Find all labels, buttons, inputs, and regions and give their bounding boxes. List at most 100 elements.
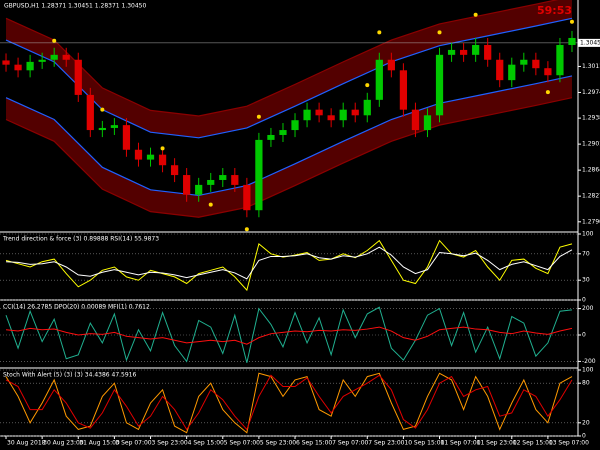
y-tick-label: 0 (582, 332, 586, 339)
signal-dot (208, 202, 213, 207)
band-line (5, 75, 573, 197)
candle-body (110, 125, 119, 128)
candle-body (231, 175, 239, 185)
signal-dot (377, 30, 382, 35)
band-fill (6, 0, 572, 138)
symbol-header: GBPUSD,H1 1.28371 1.30451 1.28371 1.3045… (4, 3, 146, 10)
candle-body (267, 134, 275, 140)
x-tick-label: 5 Sep 07:00 (224, 440, 260, 447)
candle-body (219, 175, 227, 180)
current-price-box (578, 38, 600, 47)
y-tick-label: 1.30115 (582, 63, 600, 70)
x-tick-label: 13 Sep 07:00 (549, 440, 589, 447)
y-tick-label: 0 (582, 297, 586, 304)
x-tick-label: 3 Sep 23:00 (152, 440, 188, 447)
candle-body (279, 130, 287, 135)
y-tick-label: 1.27905 (582, 218, 600, 225)
candle-body (496, 59, 504, 81)
signal-dot (256, 114, 261, 119)
candle-body (303, 109, 311, 121)
candle-body (520, 59, 528, 65)
indicator-line (5, 246, 573, 280)
candle-body (351, 109, 359, 116)
candle-body (339, 109, 347, 121)
candle-body (62, 54, 70, 60)
y-tick-label: 100 (582, 231, 594, 238)
bar-timer: 59:53 (537, 4, 572, 17)
panel: 0 30 70 100 Trend direction & force (3) 0.89… (0, 231, 594, 304)
x-tick-label: 5 Sep 23:00 (260, 440, 296, 447)
candle-body (387, 59, 395, 71)
y-tick-label: 1.29010 (582, 141, 600, 148)
indicator-line (5, 372, 573, 434)
panel-title: Stoch With Alert (5) (3) (3) 34.4386 47.… (3, 372, 136, 379)
candle-body (291, 120, 299, 131)
y-tick-label: 30 (582, 277, 590, 284)
x-tick-label: 11 Sep 23:00 (477, 440, 517, 447)
signal-dot (473, 12, 478, 17)
y-tick-label: 1.28640 (582, 167, 600, 174)
x-tick-label: 3 Sep 07:00 (115, 440, 151, 447)
candle-body (86, 94, 94, 131)
x-tick-label: 12 Sep 15:00 (513, 440, 553, 447)
indicator-line (5, 326, 573, 345)
signal-dot (52, 38, 57, 43)
x-tick-label: 7 Sep 07:00 (332, 440, 368, 447)
candle-body (423, 115, 432, 131)
band-line (5, 97, 573, 218)
candle-body (98, 127, 106, 131)
x-tick-label: 7 Sep 23:00 (368, 440, 404, 447)
x-tick-label: 4 Sep 15:00 (188, 440, 224, 447)
candle-body (508, 64, 516, 81)
band-fill (6, 75, 572, 218)
current-price-label: 1.30450 (580, 39, 600, 46)
candle-body (411, 109, 420, 131)
x-tick-label: 30 Aug 23:00 (43, 440, 84, 447)
y-tick-label: 1.29745 (582, 89, 600, 96)
y-tick-label: 20 (582, 419, 590, 426)
candle-body (26, 61, 34, 71)
x-tick-label: 31 Aug 15:00 (79, 440, 120, 447)
candle-body (447, 49, 456, 55)
candle-body (255, 139, 263, 211)
x-tick-label: 6 Sep 15:00 (296, 440, 332, 447)
candle-body (435, 54, 444, 116)
candle-body (327, 115, 335, 121)
indicator-line (5, 374, 573, 431)
signal-dot (160, 146, 165, 151)
panel: -200 0 200 CCI(14) 26.2785 DPO(20) 0.00089 … (0, 304, 596, 369)
candle-body (146, 154, 155, 160)
candle-body (134, 149, 143, 160)
x-tick-label: 11 Sep 07:00 (441, 440, 481, 447)
y-tick-label: 0 (582, 433, 586, 440)
candle-body (399, 70, 408, 110)
candle-body (532, 59, 540, 69)
candle-body (2, 60, 10, 65)
candle-body (315, 109, 323, 116)
band-line (5, 0, 559, 117)
candle-body (38, 59, 46, 62)
y-tick-label: -200 (582, 358, 596, 365)
candle-body (243, 184, 251, 211)
signal-dot (365, 83, 370, 88)
candle-body (207, 179, 215, 185)
y-tick-label: 1.28270 (582, 193, 600, 200)
panel-title: CCI(14) 26.2785 DPO(20) 0.00089 MFI(1) 0… (3, 304, 150, 311)
y-tick-label: 80 (582, 380, 590, 387)
signal-dot (545, 90, 550, 95)
candle-body (170, 165, 179, 176)
candle-body (568, 37, 576, 45)
candle-body (375, 59, 383, 100)
signal-dot (437, 30, 442, 35)
y-tick-label: 1.29380 (582, 115, 600, 122)
indicator-line (5, 306, 573, 363)
signal-dot (569, 19, 574, 24)
x-tick-label: 10 Sep 15:00 (404, 440, 444, 447)
candle-body (74, 59, 82, 95)
candle-body (484, 44, 492, 60)
candle-body (195, 184, 203, 195)
candle-body (50, 54, 58, 60)
candle-body (363, 99, 371, 116)
y-tick-label: 100 (582, 367, 594, 374)
panel-title: Trend direction & force (3) 0.89888 RSI(… (2, 236, 159, 243)
